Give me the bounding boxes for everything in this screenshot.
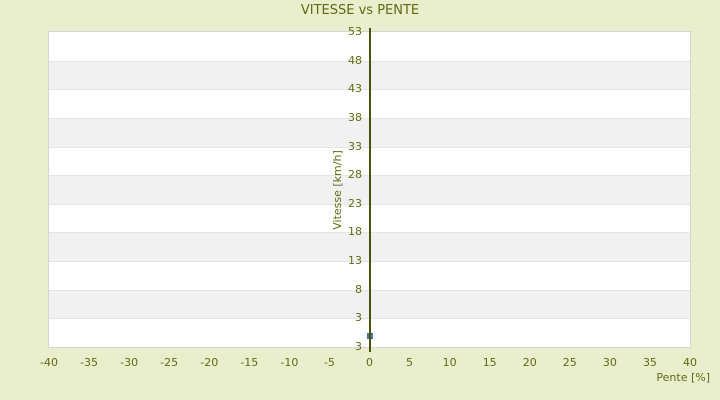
y-tick-label: 33 bbox=[348, 139, 362, 153]
x-tick-label: 10 bbox=[442, 356, 457, 369]
x-tick-label: -30 bbox=[120, 356, 139, 369]
y-tick-label: 13 bbox=[348, 254, 362, 268]
x-tick-label: -35 bbox=[80, 356, 99, 369]
x-tick-label: 40 bbox=[683, 356, 697, 369]
y-tick-label: 43 bbox=[348, 82, 362, 96]
x-tick-label: -5 bbox=[323, 356, 335, 369]
x-tick-label: 30 bbox=[602, 356, 617, 369]
x-tick-label: -40 bbox=[40, 356, 58, 369]
y-tick-label: 48 bbox=[348, 53, 362, 67]
x-tick-label: -25 bbox=[160, 356, 179, 369]
x-tick-label: -10 bbox=[280, 356, 299, 369]
chart-title: VITESSE vs PENTE bbox=[300, 3, 420, 18]
x-tick-label: 35 bbox=[642, 356, 657, 369]
x-tick-label: -20 bbox=[200, 356, 219, 369]
y-tick-label: 28 bbox=[348, 168, 362, 182]
x-tick-label: 5 bbox=[406, 356, 414, 369]
x-tick-label: 20 bbox=[522, 356, 537, 369]
y-tick-label: 8 bbox=[355, 282, 362, 296]
zero-axis-line bbox=[368, 28, 371, 352]
y-tick-label: 3 bbox=[355, 311, 362, 325]
y-tick-label: 53 bbox=[348, 25, 362, 38]
x-tick-label: 0 bbox=[366, 356, 373, 369]
x-tick-label: -15 bbox=[240, 356, 259, 369]
y-tick-label: 3 bbox=[355, 340, 362, 353]
x-tick-label: 25 bbox=[562, 356, 577, 369]
x-tick-label: 15 bbox=[482, 356, 497, 369]
y-tick-label: 38 bbox=[348, 110, 362, 124]
x-axis-title: Pente [%] bbox=[656, 371, 710, 384]
y-tick-label: 18 bbox=[348, 225, 362, 239]
y-tick-label: 23 bbox=[348, 196, 362, 210]
